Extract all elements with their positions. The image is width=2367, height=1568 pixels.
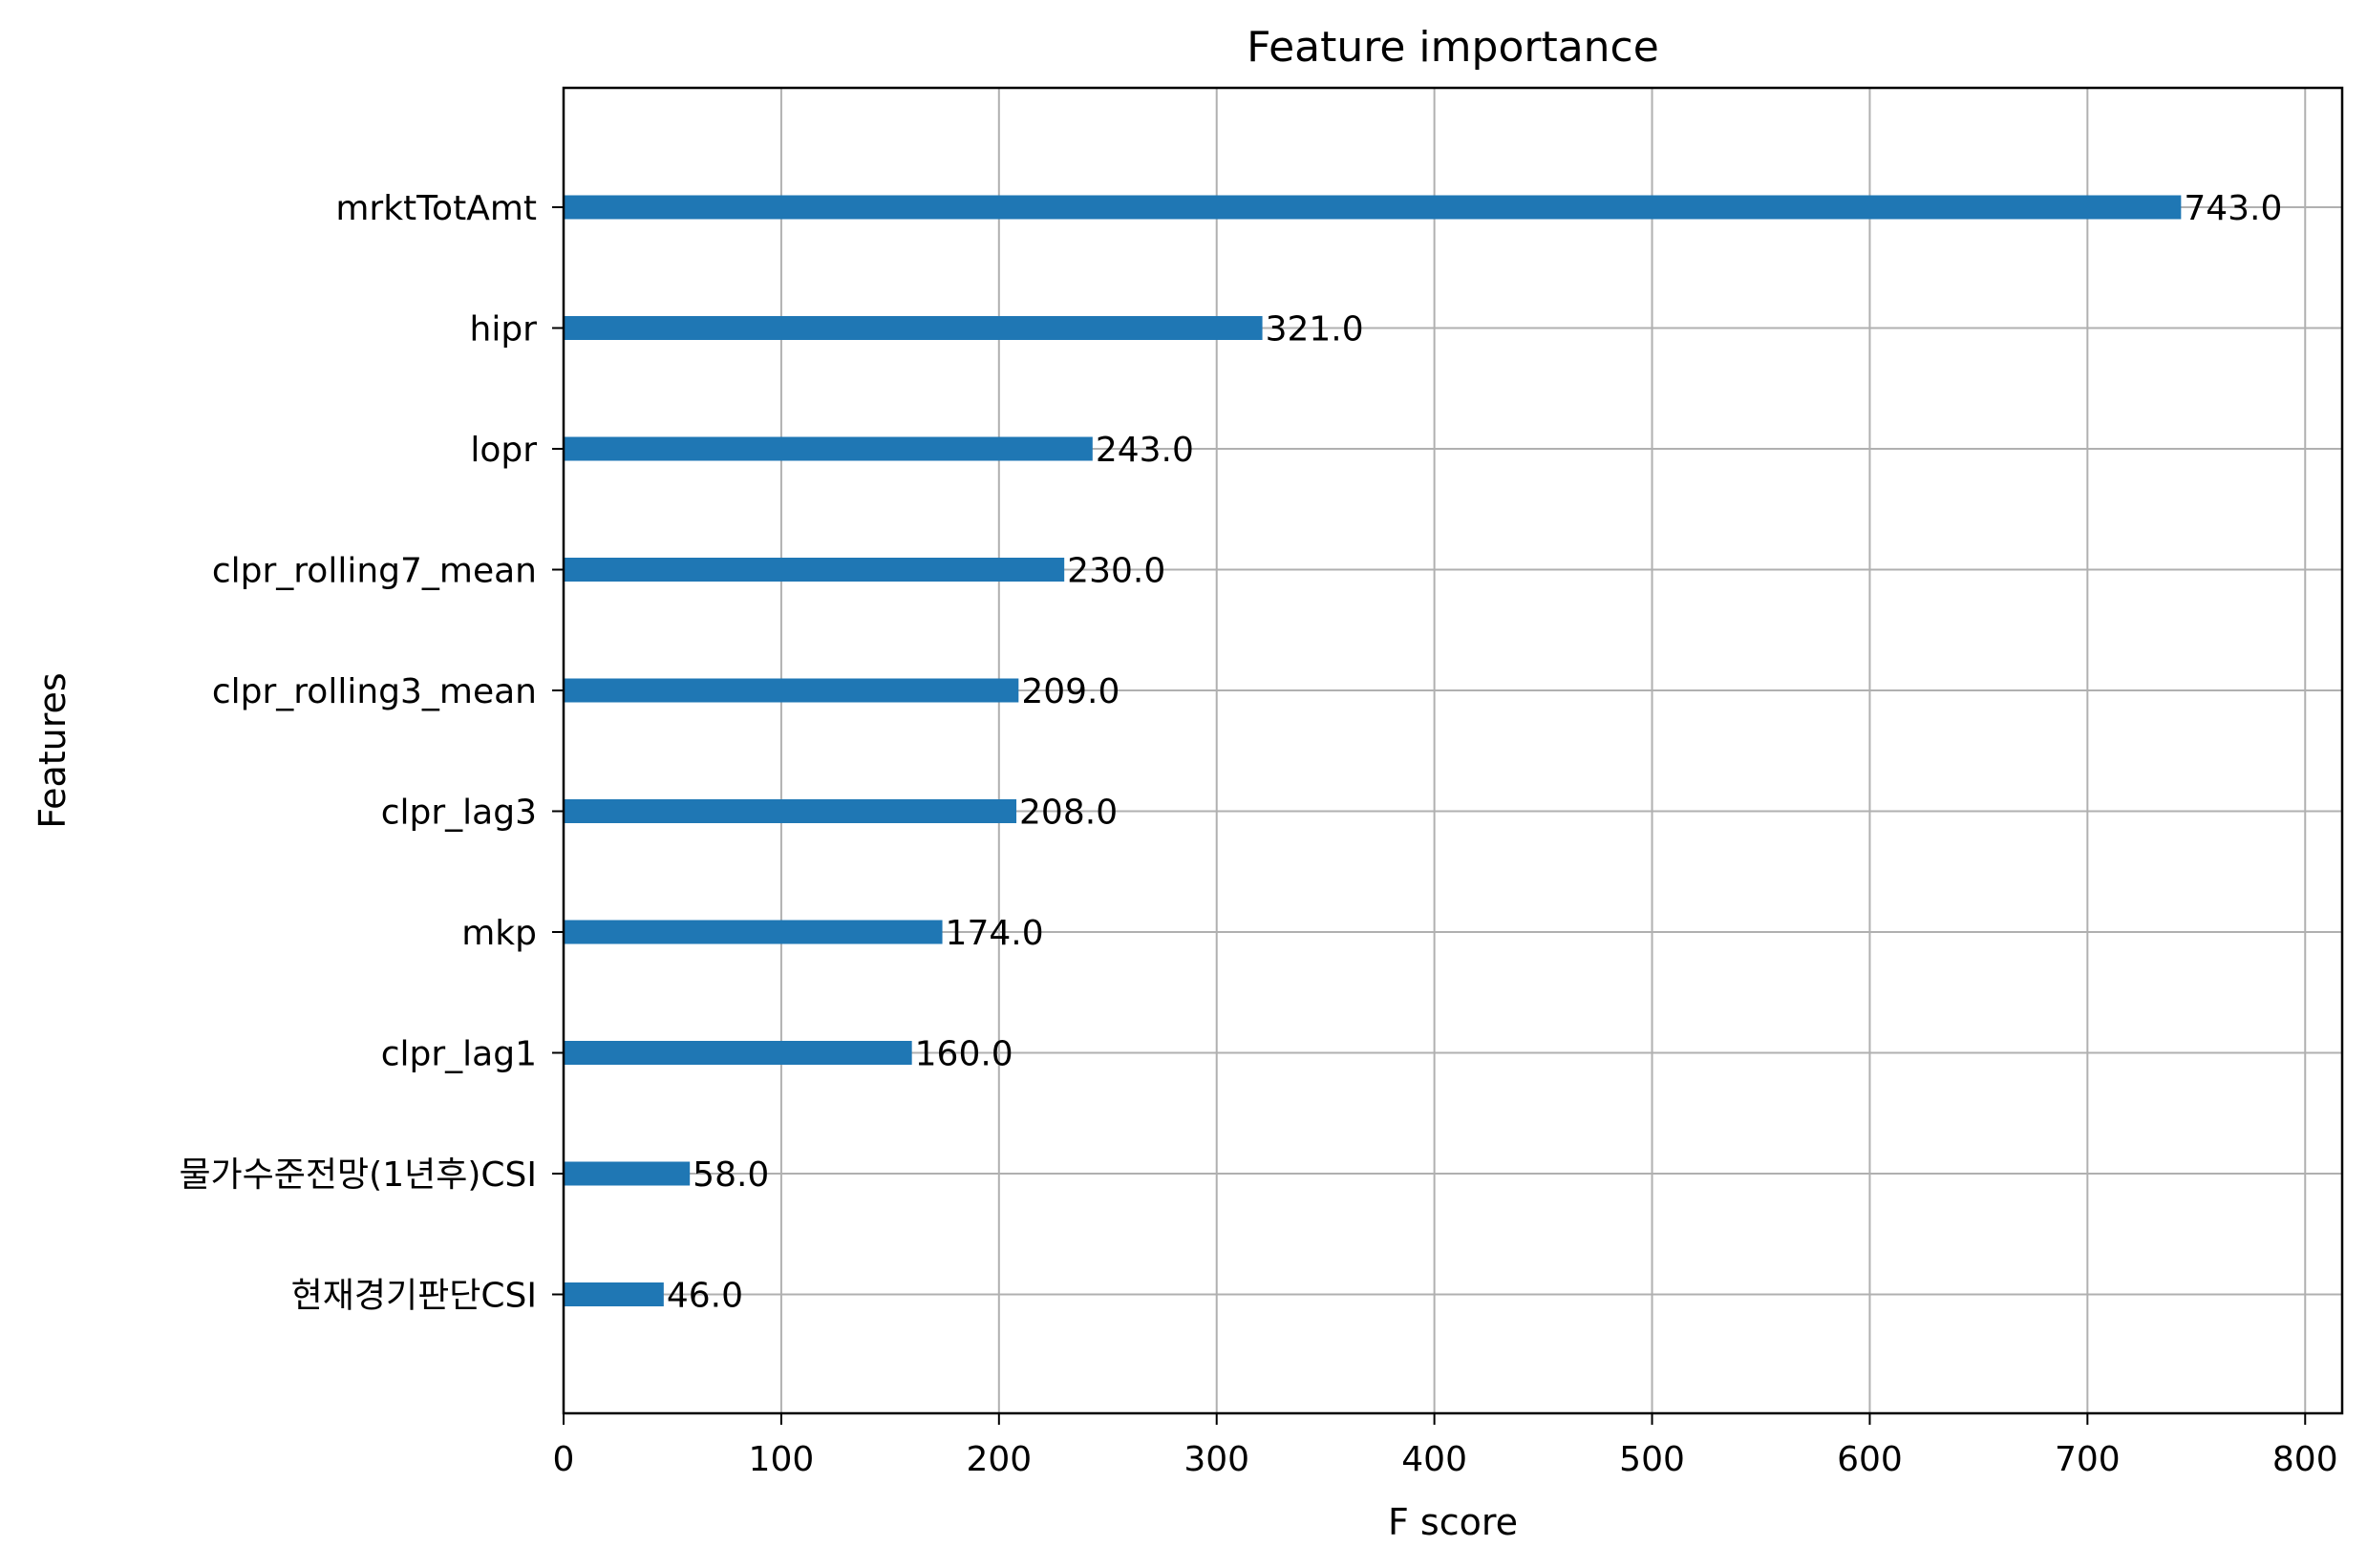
bar [564, 799, 1017, 823]
x-tick-label: 400 [1401, 1440, 1467, 1479]
bar [564, 920, 943, 944]
bar [564, 1282, 664, 1306]
category-label: clpr_rolling3_mean [212, 672, 537, 711]
data-label: 208.0 [1019, 794, 1118, 833]
plot-area-frame [562, 86, 2344, 1415]
bar [564, 1161, 691, 1186]
bar [564, 436, 1093, 461]
axis-ticks [552, 206, 2307, 1425]
bar [564, 558, 1065, 582]
category-label: clpr_lag3 [381, 794, 537, 833]
category-label: 현재경기판단CSI [291, 1277, 537, 1316]
category-label: hipr [470, 310, 538, 350]
bar [564, 195, 2182, 220]
category-label: clpr_rolling7_mean [212, 552, 537, 591]
data-label: 160.0 [915, 1035, 1013, 1074]
data-label: 230.0 [1067, 552, 1165, 591]
bar [564, 316, 1263, 340]
x-tick-label: 800 [2272, 1440, 2338, 1479]
data-label: 743.0 [2184, 189, 2282, 228]
bar [564, 1041, 912, 1065]
data-label: 243.0 [1096, 431, 1194, 470]
x-tick-label: 0 [553, 1440, 575, 1479]
bars [564, 195, 2182, 1306]
y-axis-label: Features [32, 672, 74, 828]
category-label: lopr [470, 431, 537, 470]
x-tick-label: 700 [2055, 1440, 2121, 1479]
x-tick-label: 500 [1619, 1440, 1685, 1479]
labels: 0 100 200 300 400 500 600 700 800 mrktTotAmt 743.0… [179, 189, 2337, 1479]
category-label: 물가수준전망(1년후)CSI [179, 1155, 537, 1195]
data-label: 46.0 [667, 1277, 743, 1316]
data-label: 174.0 [946, 914, 1044, 953]
category-label: clpr_lag1 [381, 1035, 537, 1074]
x-tick-label: 200 [966, 1440, 1032, 1479]
chart-title: Feature importance [1247, 23, 1659, 72]
x-tick-label: 600 [1837, 1440, 1903, 1479]
category-label: mrktTotAmt [335, 189, 537, 228]
x-tick-label: 300 [1184, 1440, 1249, 1479]
category-label: mkp [461, 914, 537, 953]
x-axis-label: F score [1388, 1501, 1518, 1543]
x-tick-label: 100 [749, 1440, 815, 1479]
bar [564, 678, 1019, 703]
data-label: 58.0 [693, 1155, 769, 1195]
data-label: 321.0 [1266, 310, 1364, 350]
data-label: 209.0 [1021, 672, 1120, 711]
